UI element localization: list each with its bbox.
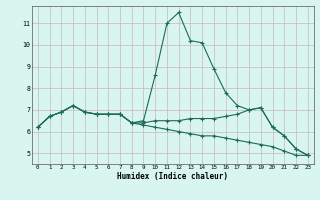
X-axis label: Humidex (Indice chaleur): Humidex (Indice chaleur) [117,172,228,181]
